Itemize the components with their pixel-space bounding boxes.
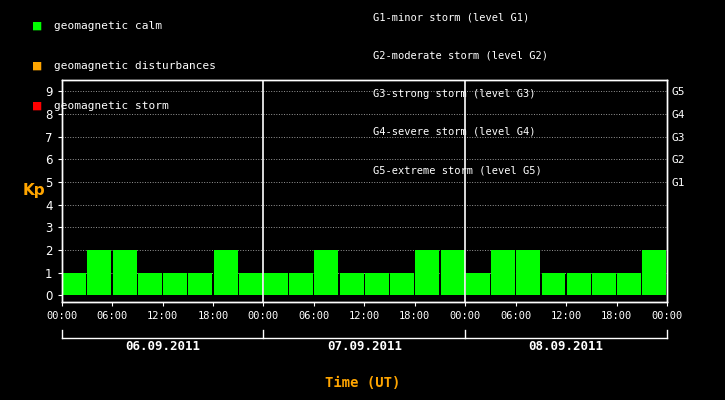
Bar bbox=[365, 272, 389, 295]
Bar bbox=[340, 272, 364, 295]
Text: geomagnetic storm: geomagnetic storm bbox=[54, 101, 169, 111]
Bar bbox=[592, 272, 616, 295]
Text: 08.09.2011: 08.09.2011 bbox=[529, 340, 604, 352]
Bar bbox=[441, 250, 465, 295]
Bar bbox=[415, 250, 439, 295]
Bar bbox=[315, 250, 339, 295]
Text: G1-minor storm (level G1): G1-minor storm (level G1) bbox=[373, 13, 530, 23]
Text: ■: ■ bbox=[33, 19, 41, 33]
Bar bbox=[289, 272, 313, 295]
Text: G5-extreme storm (level G5): G5-extreme storm (level G5) bbox=[373, 165, 542, 175]
Text: Time (UT): Time (UT) bbox=[325, 376, 400, 390]
Y-axis label: Kp: Kp bbox=[22, 184, 45, 198]
Bar bbox=[163, 272, 187, 295]
Bar bbox=[138, 272, 162, 295]
Text: ■: ■ bbox=[33, 99, 41, 113]
Bar bbox=[542, 272, 566, 295]
Text: G3-strong storm (level G3): G3-strong storm (level G3) bbox=[373, 89, 536, 99]
Text: 06.09.2011: 06.09.2011 bbox=[125, 340, 200, 352]
Text: G2-moderate storm (level G2): G2-moderate storm (level G2) bbox=[373, 51, 548, 61]
Bar bbox=[112, 250, 137, 295]
Bar bbox=[642, 250, 666, 295]
Text: geomagnetic disturbances: geomagnetic disturbances bbox=[54, 61, 216, 71]
Bar bbox=[491, 250, 515, 295]
Bar bbox=[390, 272, 414, 295]
Text: ■: ■ bbox=[33, 59, 41, 73]
Bar bbox=[239, 272, 262, 295]
Bar bbox=[516, 250, 540, 295]
Bar bbox=[214, 250, 238, 295]
Bar bbox=[567, 272, 591, 295]
Text: G4-severe storm (level G4): G4-severe storm (level G4) bbox=[373, 127, 536, 137]
Bar bbox=[264, 272, 288, 295]
Bar bbox=[188, 272, 212, 295]
Bar bbox=[466, 272, 490, 295]
Text: geomagnetic calm: geomagnetic calm bbox=[54, 21, 162, 31]
Bar bbox=[62, 272, 86, 295]
Bar bbox=[617, 272, 641, 295]
Bar bbox=[88, 250, 112, 295]
Text: 07.09.2011: 07.09.2011 bbox=[327, 340, 402, 352]
